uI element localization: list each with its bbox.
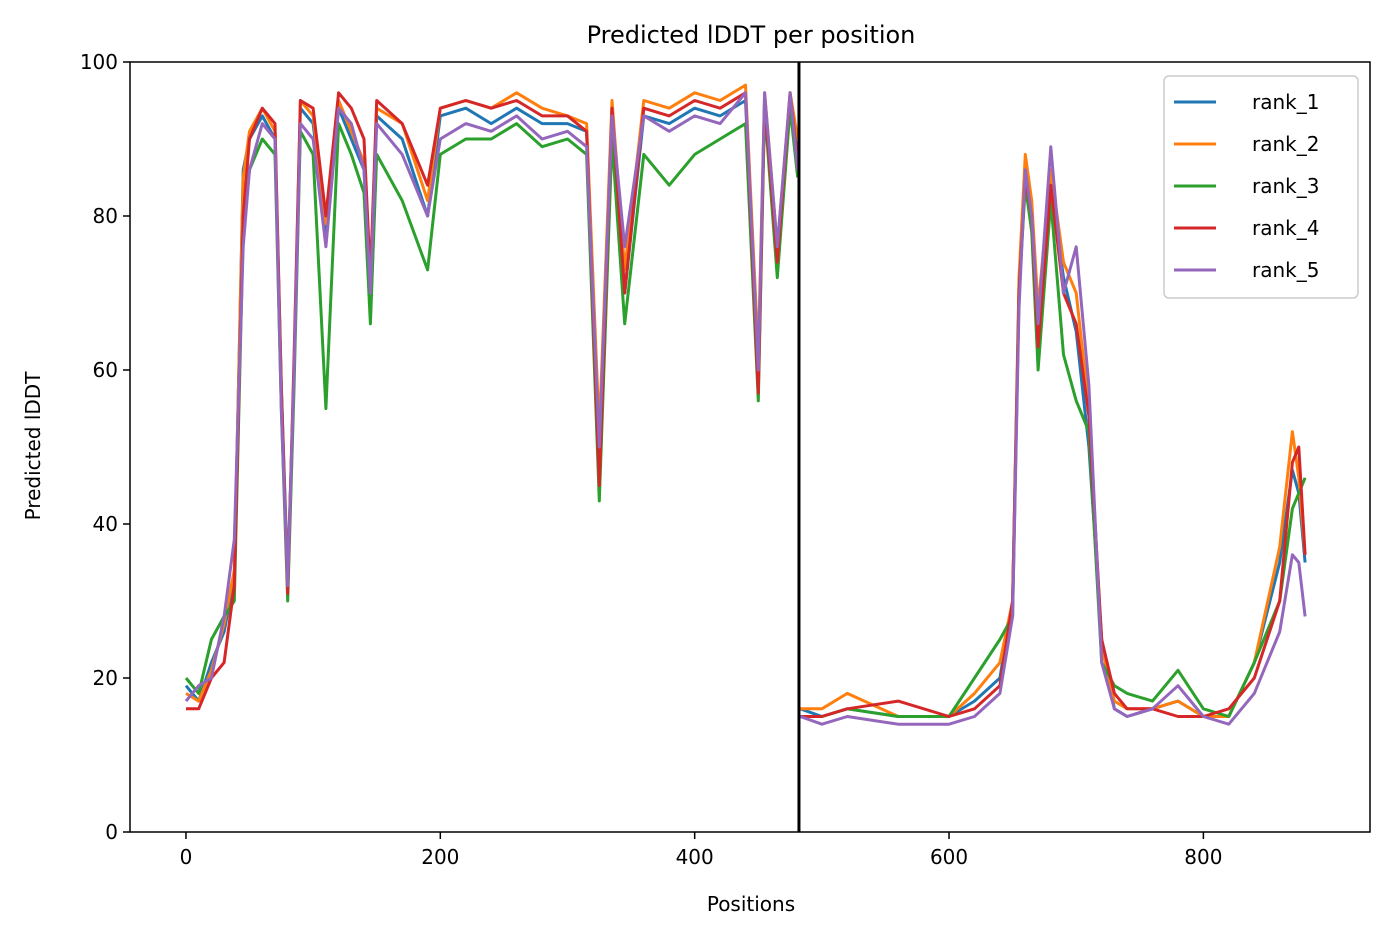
legend-label-rank_3: rank_3 xyxy=(1252,174,1319,198)
series-line-rank_4 xyxy=(186,91,1307,718)
series-line-rank_1 xyxy=(184,99,1307,718)
series-layer xyxy=(184,62,1307,832)
series-line-rank_2 xyxy=(185,83,1307,718)
y-tick-label: 0 xyxy=(105,820,118,844)
x-axis-title: Positions xyxy=(707,892,795,916)
y-tick-label: 100 xyxy=(80,50,118,74)
x-tick-label: 0 xyxy=(180,845,193,869)
series-line-rank_5 xyxy=(184,91,1307,726)
legend-label-rank_1: rank_1 xyxy=(1252,90,1319,114)
y-tick-label: 60 xyxy=(93,358,118,382)
legend-label-rank_2: rank_2 xyxy=(1252,132,1319,156)
x-tick-label: 600 xyxy=(930,845,968,869)
legend-box xyxy=(1163,75,1359,299)
y-tick-label: 20 xyxy=(93,666,118,690)
x-tick-label: 200 xyxy=(421,845,459,869)
chart-title: Predicted lDDT per position xyxy=(587,21,916,49)
y-tick-label: 80 xyxy=(93,204,118,228)
x-tick-label: 800 xyxy=(1184,845,1222,869)
legend-label-rank_5: rank_5 xyxy=(1252,258,1319,282)
legend: rank_1 rank_2 rank_3 rank_4 rank_5 xyxy=(1163,75,1359,299)
axes-layer: 0 200 400 600 800 0 20 40 60 80 100 xyxy=(80,50,1371,869)
series-line-rank_3 xyxy=(184,106,1307,718)
legend-label-rank_4: rank_4 xyxy=(1252,216,1319,240)
y-axis-title: Predicted lDDT xyxy=(21,371,45,521)
x-tick-label: 400 xyxy=(676,845,714,869)
y-tick-label: 40 xyxy=(93,512,118,536)
plot-frame xyxy=(129,61,1371,833)
